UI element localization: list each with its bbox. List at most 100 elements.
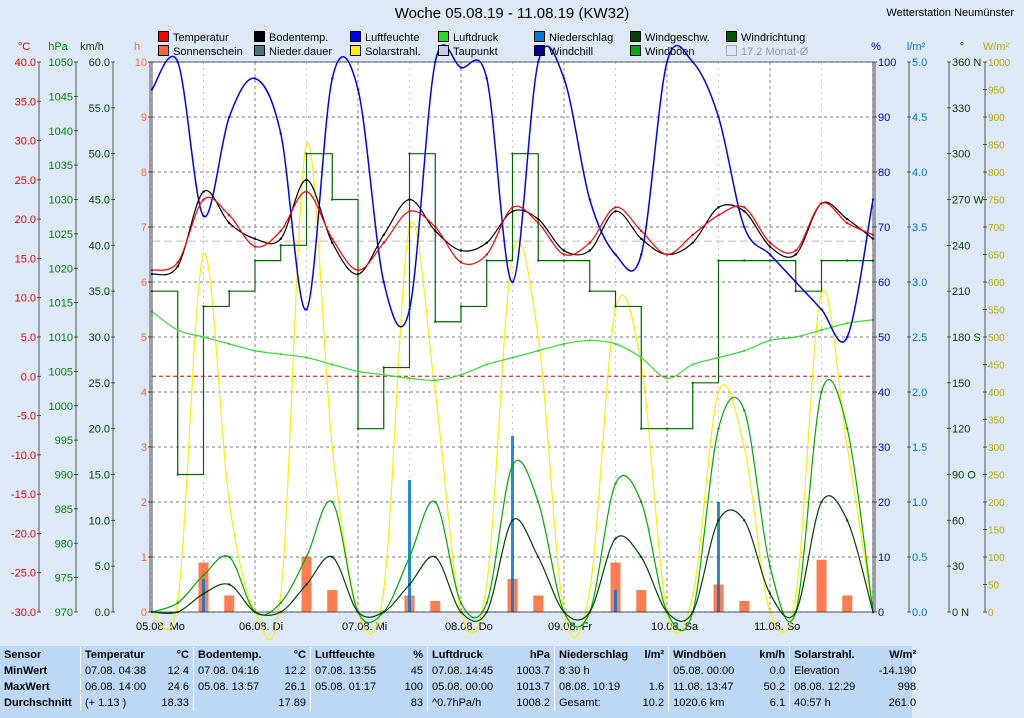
data-point-luftdruck: [485, 363, 488, 366]
data-point-windböen: [614, 482, 617, 485]
series-line-solarstrahl.: [151, 142, 874, 641]
data-point-temperatur: [176, 261, 179, 264]
data-point-luftdruck: [459, 373, 463, 377]
legend-item-sonne: Sonnenschein: [158, 45, 243, 58]
stats-header-sensor: Sensor: [4, 649, 42, 661]
stats-cell-info: 05.08. 00:00: [427, 679, 508, 695]
axis-tick-direction_deg: 360 N: [952, 57, 981, 69]
legend-swatch: [254, 31, 265, 42]
axis-tick-pressure_hpa: 1025: [49, 229, 73, 241]
stats-row: MinWert 07.08. 04:38 12.4 07.08. 04:16 12.2 0…: [0, 663, 920, 679]
bar-sonnenschein: [610, 562, 621, 612]
legend-swatch: [438, 45, 449, 56]
data-point-windrichtung: [743, 259, 746, 262]
axis-tick-wind_kmh: 20.0: [89, 424, 110, 436]
data-point-windrichtung: [485, 259, 488, 262]
data-point-luftdruck: [588, 339, 591, 342]
legend-item-windboeen: Windböen: [630, 45, 695, 58]
axis-tick-temp_c: 20.0: [15, 214, 36, 226]
data-point-windrichtung: [459, 305, 463, 308]
bar-sonnenschein: [842, 595, 853, 612]
data-point-temperatur: [640, 229, 643, 233]
legend-swatch: [534, 45, 545, 56]
bar-sonnenschein: [430, 601, 441, 612]
axis-tick-wind_kmh: 55.0: [89, 103, 110, 115]
bar-niederschlag: [408, 480, 411, 612]
data-point-windböen: [820, 390, 823, 394]
data-point-windrichtung: [614, 305, 617, 308]
data-point-luftdruck: [511, 356, 514, 359]
data-point-luftdruck: [665, 377, 669, 380]
legend-swatch: [630, 45, 641, 56]
data-point-windböen: [846, 427, 849, 430]
axis-tick-temp_c: 30.0: [15, 136, 36, 148]
axis-tick-humidity_pct: 70: [878, 222, 890, 234]
data-point-luftfeuchte: [743, 225, 746, 229]
axis-tick-pressure_hpa: 980: [55, 538, 73, 550]
legend-item-solar: Solarstrahl.: [350, 45, 421, 58]
data-point-solarstrahl.: [794, 594, 797, 597]
axis-tick-direction_deg: 150: [952, 378, 970, 390]
stats-cell-info: 40:57 h: [789, 695, 871, 711]
plot-border: [151, 61, 874, 613]
axis-tick-rain_lm2: 3.0: [912, 277, 927, 289]
data-point-luftdruck: [356, 370, 360, 373]
axis-tick-temp_c: 35.0: [15, 96, 36, 108]
series-line-windböen: [151, 378, 874, 632]
data-point-luftfeuchte: [820, 308, 823, 311]
stats-cell-value: 12.4: [167, 665, 189, 677]
stats-cell-value: 50.2: [763, 681, 786, 693]
axis-tick-solar_wm2: 900: [988, 113, 1005, 124]
stats-row-label: MaxWert: [4, 681, 50, 693]
bar-niederschlag: [614, 590, 617, 612]
bar-niederschlag: [202, 579, 205, 612]
data-point-temperatur: [794, 249, 797, 252]
data-point-luftdruck: [408, 377, 411, 380]
data-point-luftdruck: [743, 349, 746, 352]
data-point-luftdruck: [228, 342, 231, 346]
axis-tick-wind_kmh: 60.0: [89, 57, 110, 69]
data-point-windrichtung: [820, 259, 823, 262]
data-point-luftdruck: [768, 339, 772, 342]
data-point-windrichtung: [228, 289, 231, 293]
bar-sonnenschein: [816, 559, 827, 612]
stats-cell-info: 11.08. 13:47: [668, 679, 750, 695]
data-point-windrichtung: [562, 259, 566, 262]
bar-sonnenschein: [533, 595, 544, 612]
data-point-luftfeuchte: [640, 253, 643, 256]
data-point-luftfeuchte: [202, 214, 205, 218]
bar-sonnenschein: [224, 595, 235, 612]
stats-header-unit: °C: [293, 649, 306, 661]
axis-tick-direction_deg: 210: [952, 286, 970, 298]
legend-label: Windrichtung: [741, 32, 806, 44]
series-line-windrichtung: [152, 153, 873, 476]
data-point-solarstrahl.: [279, 594, 282, 597]
axis-tick-humidity_pct: 80: [878, 167, 890, 179]
stats-cell-info: 08.08. 10:19: [554, 679, 633, 695]
data-point-windrichtung: [640, 427, 643, 430]
weather-chart: °C40.035.030.025.020.015.010.05.00.0-5.0…: [11, 41, 1011, 641]
axis-tick-humidity_pct: 0: [878, 607, 884, 619]
data-point-windrichtung: [331, 198, 334, 201]
data-point-luftdruck: [794, 335, 797, 339]
axis-tick-pressure_hpa: 1015: [49, 298, 73, 310]
axis-tick-humidity_pct: 20: [878, 497, 890, 509]
axis-tick-hours_h: 1: [141, 552, 147, 564]
data-point-temperatur: [459, 261, 463, 264]
stats-header-unit: W/m²: [889, 649, 917, 661]
legend-swatch: [630, 31, 641, 42]
axis-tick-temp_c: -25.0: [11, 568, 36, 580]
axis-tick-temp_c: 25.0: [15, 175, 36, 187]
axis-tick-humidity_pct: 10: [878, 552, 890, 564]
stats-cell-info: 1020.6 km: [668, 695, 750, 711]
data-point-windböen: [511, 464, 514, 467]
legend-item-niederdauer: Nieder.dauer: [254, 45, 332, 58]
bar-sonnenschein: [739, 601, 750, 612]
legend-label: Windgeschw.: [645, 32, 710, 44]
legend-item-bodentemp: Bodentemp.: [254, 31, 328, 44]
data-point-luftfeuchte: [614, 253, 617, 256]
stats-cell-value: 1013.7: [516, 681, 550, 693]
data-point-windgeschw.: [537, 555, 540, 559]
legend-swatch: [158, 31, 169, 42]
stats-cell-value: 261.0: [888, 697, 917, 709]
